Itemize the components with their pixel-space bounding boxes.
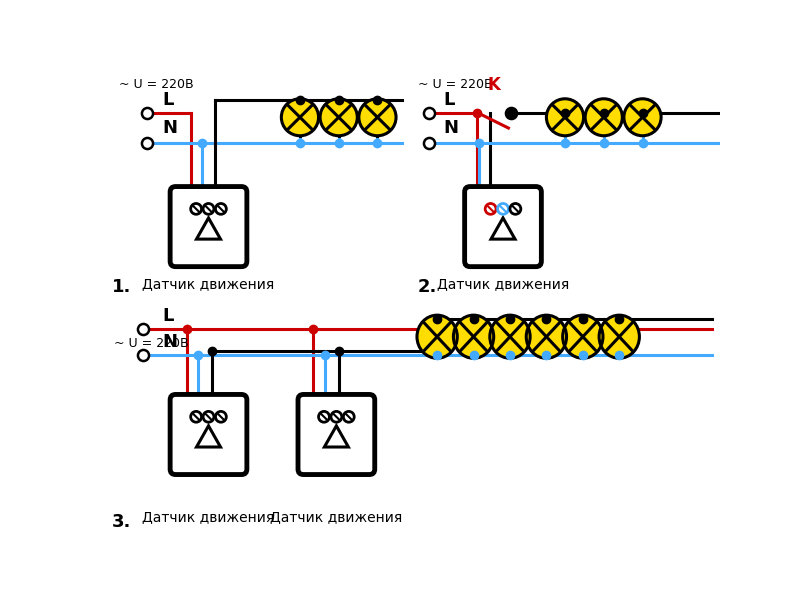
Text: N: N <box>162 119 177 137</box>
Circle shape <box>190 411 202 422</box>
Ellipse shape <box>562 315 603 358</box>
Ellipse shape <box>454 315 494 358</box>
Text: Датчик движения: Датчик движения <box>437 277 569 291</box>
Circle shape <box>215 203 226 214</box>
Text: L: L <box>162 307 174 325</box>
Text: Датчик движения: Датчик движения <box>142 277 274 291</box>
Ellipse shape <box>282 99 318 136</box>
Text: Датчик движения: Датчик движения <box>142 511 274 525</box>
Circle shape <box>318 411 330 422</box>
Ellipse shape <box>526 315 566 358</box>
Ellipse shape <box>624 99 661 136</box>
Text: L: L <box>162 91 174 109</box>
Ellipse shape <box>320 99 358 136</box>
Ellipse shape <box>417 315 458 358</box>
Circle shape <box>331 411 342 422</box>
Circle shape <box>485 203 496 214</box>
FancyBboxPatch shape <box>465 186 542 267</box>
Ellipse shape <box>599 315 639 358</box>
Circle shape <box>510 203 521 214</box>
Circle shape <box>190 203 202 214</box>
FancyBboxPatch shape <box>298 394 374 474</box>
Circle shape <box>215 411 226 422</box>
Text: Датчик движения: Датчик движения <box>270 511 402 525</box>
Ellipse shape <box>546 99 584 136</box>
Ellipse shape <box>359 99 396 136</box>
Text: N: N <box>443 119 458 137</box>
Text: ~ U = 220В: ~ U = 220В <box>418 78 492 91</box>
Text: ~ U = 220В: ~ U = 220В <box>114 338 189 350</box>
Text: 1.: 1. <box>112 278 131 296</box>
FancyBboxPatch shape <box>170 394 247 474</box>
FancyBboxPatch shape <box>170 186 247 267</box>
Ellipse shape <box>490 315 530 358</box>
Ellipse shape <box>585 99 622 136</box>
Circle shape <box>498 203 509 214</box>
Text: ~ U = 220В: ~ U = 220В <box>119 78 194 91</box>
Text: 2.: 2. <box>418 278 437 296</box>
Text: L: L <box>443 91 454 109</box>
Circle shape <box>203 203 214 214</box>
Text: K: K <box>487 76 500 94</box>
Text: N: N <box>162 333 177 352</box>
Circle shape <box>203 411 214 422</box>
Circle shape <box>343 411 354 422</box>
Text: 3.: 3. <box>112 513 131 531</box>
